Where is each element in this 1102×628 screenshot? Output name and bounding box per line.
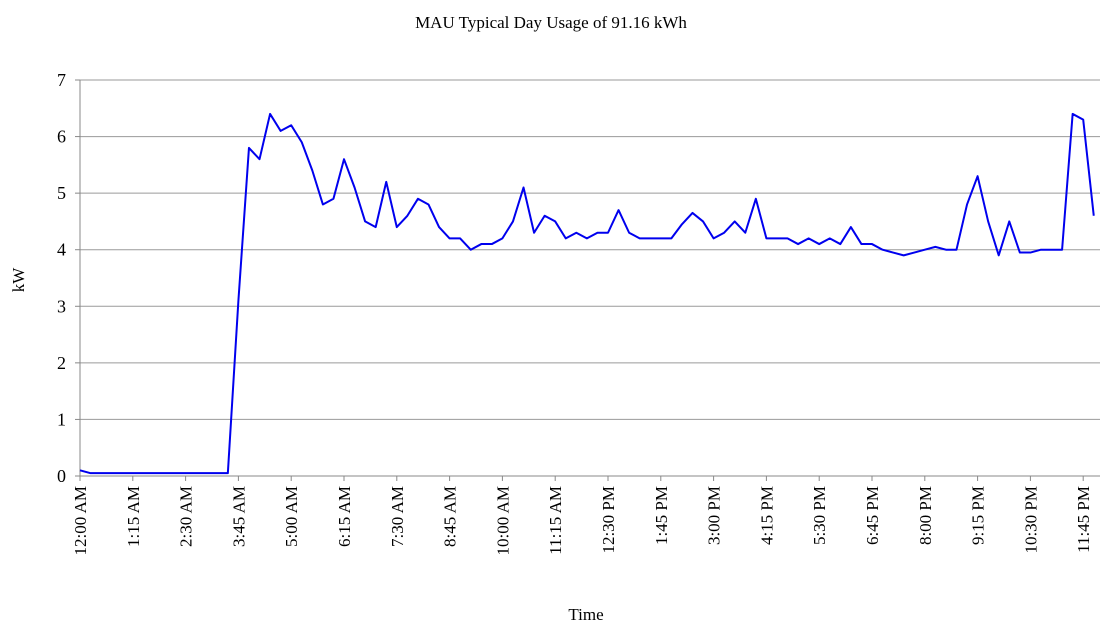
x-tick-label: 8:45 AM (441, 486, 460, 547)
x-tick-label: 8:00 PM (916, 486, 935, 545)
x-tick-label: 10:00 AM (493, 486, 512, 555)
x-tick-label: 3:00 PM (705, 486, 724, 545)
x-tick-label: 6:15 AM (335, 486, 354, 547)
x-tick-label: 12:30 PM (599, 486, 618, 554)
data-line (79, 112, 1095, 475)
y-axis-label: kW (9, 267, 28, 293)
x-tick-label: 12:00 AM (71, 486, 90, 555)
x-tick-label: 2:30 AM (177, 486, 196, 547)
x-tick-label: 1:15 AM (124, 486, 143, 547)
x-tick-label: 6:45 PM (863, 486, 882, 545)
x-tick-label: 5:00 AM (282, 486, 301, 547)
x-tick-label: 11:15 AM (546, 486, 565, 555)
x-axis-label: Time (568, 605, 603, 624)
x-tick-label: 11:45 PM (1074, 486, 1093, 553)
y-tick-label: 4 (57, 240, 66, 260)
y-tick-label: 7 (57, 70, 66, 90)
y-tick-label: 3 (57, 296, 66, 316)
x-tick-label: 10:30 PM (1021, 486, 1040, 554)
chart-title: MAU Typical Day Usage of 91.16 kWh (415, 13, 687, 32)
y-tick-label: 0 (57, 466, 66, 486)
x-tick-label: 3:45 AM (229, 486, 248, 547)
y-tick-label: 1 (57, 409, 66, 429)
x-tick-label: 9:15 PM (969, 486, 988, 545)
x-tick-label: 1:45 PM (652, 486, 671, 545)
x-tick-label: 7:30 AM (388, 486, 407, 547)
y-tick-label: 2 (57, 353, 66, 373)
y-tick-label: 6 (57, 127, 66, 147)
x-tick-label: 5:30 PM (810, 486, 829, 545)
x-tick-label: 4:15 PM (757, 486, 776, 545)
y-tick-label: 5 (57, 183, 66, 203)
